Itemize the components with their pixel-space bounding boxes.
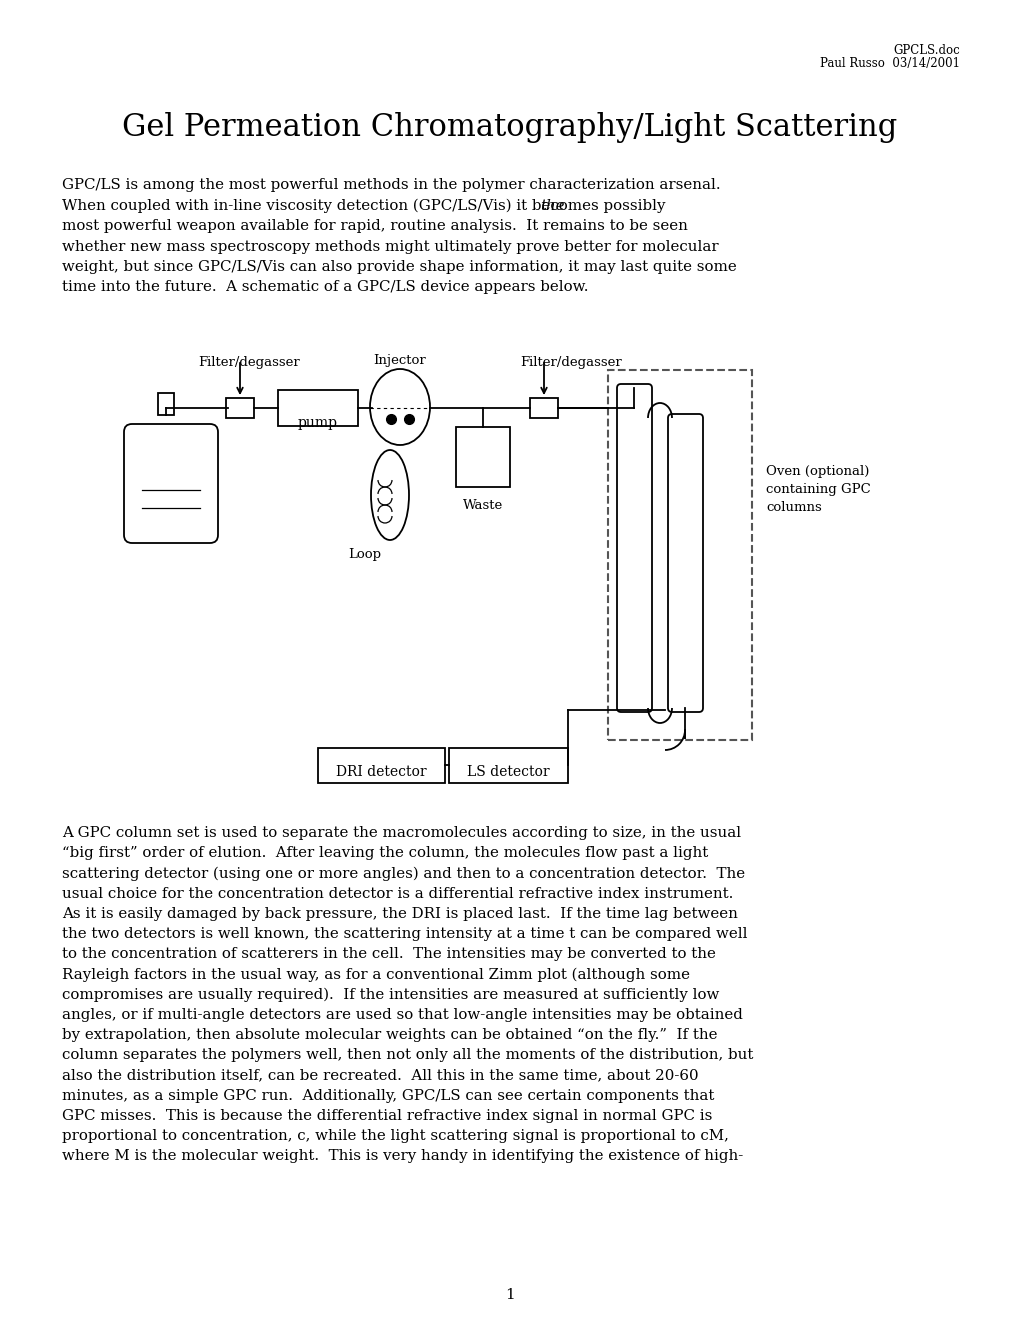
- Text: scattering detector (using one or more angles) and then to a concentration detec: scattering detector (using one or more a…: [62, 866, 745, 880]
- Bar: [448, 748, 568, 783]
- Ellipse shape: [370, 370, 430, 445]
- Text: also the distribution itself, can be recreated.  All this in the same time, abou: also the distribution itself, can be rec…: [62, 1068, 698, 1082]
- Ellipse shape: [371, 450, 409, 540]
- Text: Loop: Loop: [347, 548, 381, 561]
- Bar: [318, 748, 444, 783]
- Text: DRI detector: DRI detector: [335, 766, 426, 779]
- Text: where M is the molecular weight.  This is very handy in identifying the existenc: where M is the molecular weight. This is…: [62, 1150, 743, 1163]
- Text: column separates the polymers well, then not only all the moments of the distrib: column separates the polymers well, then…: [62, 1048, 753, 1063]
- Text: Rayleigh factors in the usual way, as for a conventional Zimm plot (although som: Rayleigh factors in the usual way, as fo…: [62, 968, 689, 982]
- Text: GPC/LS is among the most powerful methods in the polymer characterization arsena: GPC/LS is among the most powerful method…: [62, 178, 719, 191]
- Text: Gel Permeation Chromatography/Light Scattering: Gel Permeation Chromatography/Light Scat…: [122, 112, 897, 143]
- Text: GPCLS.doc: GPCLS.doc: [893, 44, 959, 57]
- Text: “big first” order of elution.  After leaving the column, the molecules flow past: “big first” order of elution. After leav…: [62, 846, 707, 861]
- Text: Oven (optional)
containing GPC
columns: Oven (optional) containing GPC columns: [765, 465, 870, 513]
- Bar: [158, 393, 174, 414]
- Bar: [530, 399, 557, 418]
- Text: pump: pump: [298, 416, 337, 430]
- Text: angles, or if multi-angle detectors are used so that low-angle intensities may b: angles, or if multi-angle detectors are …: [62, 1007, 742, 1022]
- Text: most powerful weapon available for rapid, routine analysis.  It remains to be se: most powerful weapon available for rapid…: [62, 219, 687, 234]
- Text: time into the future.  A schematic of a GPC/LS device appears below.: time into the future. A schematic of a G…: [62, 281, 588, 294]
- Text: Waste: Waste: [463, 499, 502, 512]
- Text: When coupled with in-line viscosity detection (GPC/LS/Vis) it becomes possibly: When coupled with in-line viscosity dete…: [62, 198, 669, 213]
- FancyBboxPatch shape: [667, 414, 702, 711]
- Text: Filter/degasser: Filter/degasser: [520, 356, 622, 370]
- Bar: [607, 370, 751, 741]
- Text: compromises are usually required).  If the intensities are measured at sufficien: compromises are usually required). If th…: [62, 987, 718, 1002]
- Text: usual choice for the concentration detector is a differential refractive index i: usual choice for the concentration detec…: [62, 887, 733, 900]
- Bar: [278, 389, 358, 426]
- Text: Paul Russo  03/14/2001: Paul Russo 03/14/2001: [819, 57, 959, 70]
- Text: As it is easily damaged by back pressure, the DRI is placed last.  If the time l: As it is easily damaged by back pressure…: [62, 907, 737, 921]
- Text: to the concentration of scatterers in the cell.  The intensities may be converte: to the concentration of scatterers in th…: [62, 948, 715, 961]
- Text: GPC misses.  This is because the differential refractive index signal in normal : GPC misses. This is because the differen…: [62, 1109, 711, 1123]
- Text: minutes, as a simple GPC run.  Additionally, GPC/LS can see certain components t: minutes, as a simple GPC run. Additional…: [62, 1089, 713, 1102]
- Text: the two detectors is well known, the scattering intensity at a time t can be com: the two detectors is well known, the sca…: [62, 927, 747, 941]
- Text: whether new mass spectroscopy methods might ultimately prove better for molecula: whether new mass spectroscopy methods mi…: [62, 239, 718, 253]
- Text: weight, but since GPC/LS/Vis can also provide shape information, it may last qui: weight, but since GPC/LS/Vis can also pr…: [62, 260, 736, 275]
- Text: by extrapolation, then absolute molecular weights can be obtained “on the fly.” : by extrapolation, then absolute molecula…: [62, 1028, 716, 1041]
- Text: 1: 1: [504, 1288, 515, 1302]
- FancyBboxPatch shape: [616, 384, 651, 711]
- FancyBboxPatch shape: [124, 424, 218, 543]
- Text: the: the: [539, 198, 564, 213]
- Text: proportional to concentration, c, while the light scattering signal is proportio: proportional to concentration, c, while …: [62, 1129, 729, 1143]
- Bar: [455, 426, 510, 487]
- Text: Filter/degasser: Filter/degasser: [198, 356, 300, 370]
- Text: Injector: Injector: [373, 354, 426, 367]
- Text: A GPC column set is used to separate the macromolecules according to size, in th: A GPC column set is used to separate the…: [62, 826, 741, 840]
- Text: LS detector: LS detector: [467, 766, 549, 779]
- Bar: [226, 399, 254, 418]
